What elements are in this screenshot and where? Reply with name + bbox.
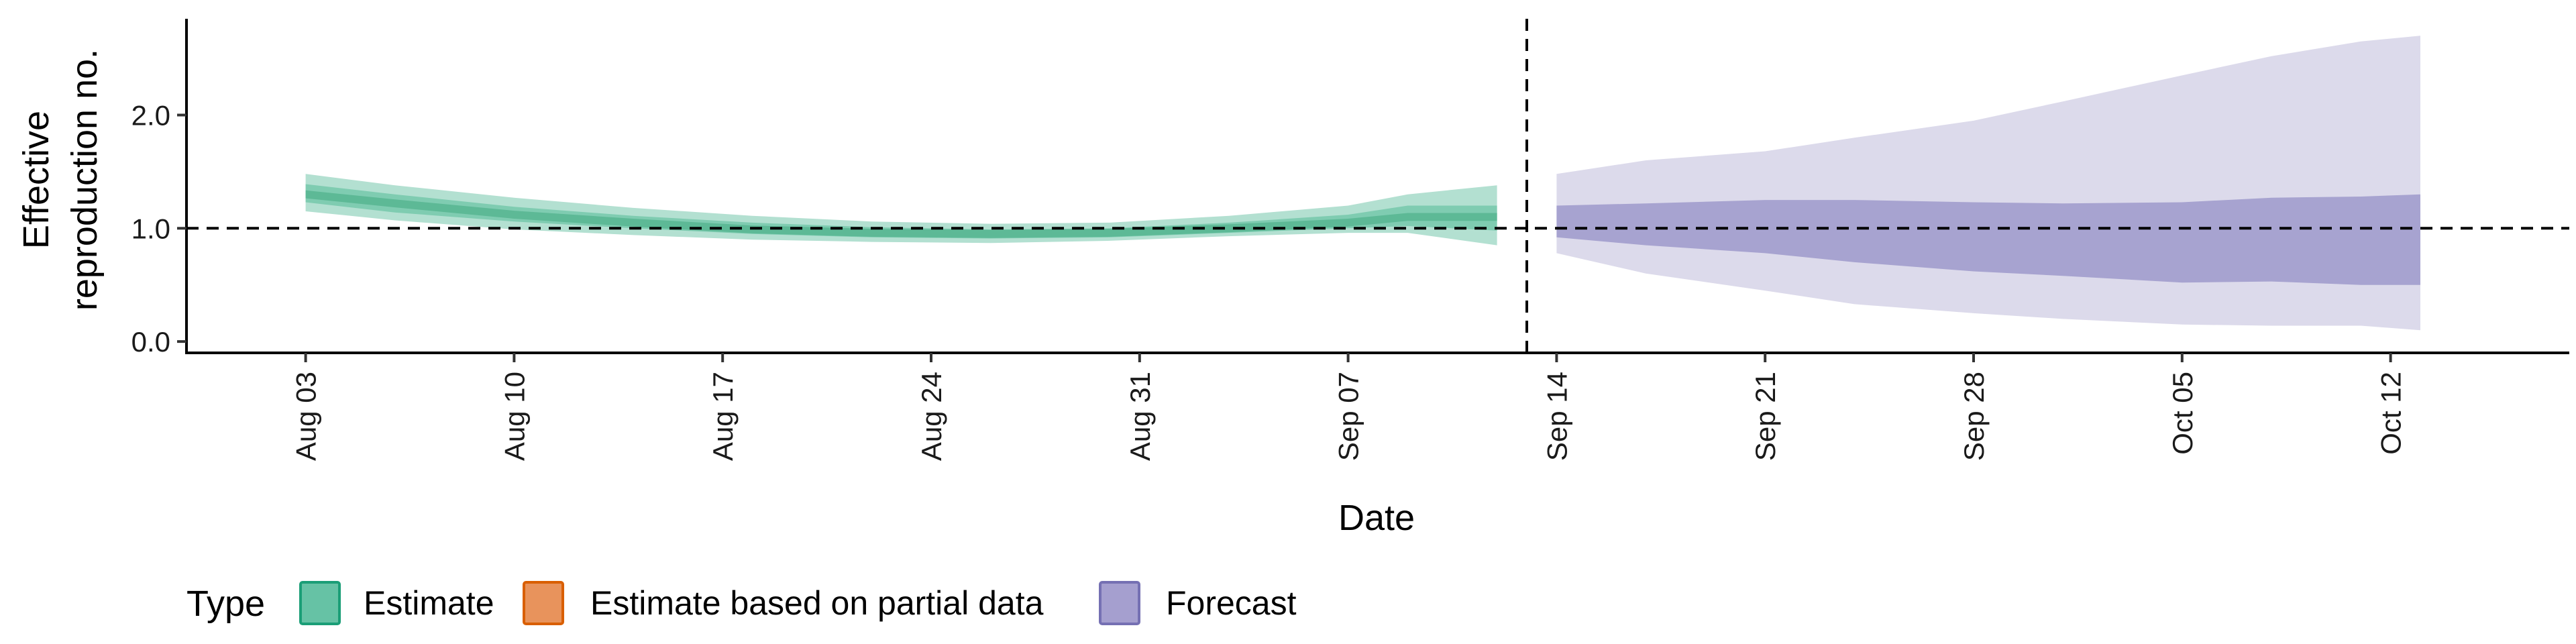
reference-lines — [186, 19, 2569, 353]
y-axis-title-line-1: Effective — [16, 111, 56, 249]
x-tick-label: Oct 05 — [2167, 372, 2198, 455]
x-tick-label: Sep 07 — [1333, 372, 1364, 461]
uncertainty-bands — [305, 36, 2420, 331]
x-axis-title: Date — [1338, 498, 1415, 538]
x-axis-ticks: Aug 03 Aug 10 Aug 17 Aug 24 Aug 31 Sep 07 Sep … — [290, 353, 2407, 461]
x-tick-label: Oct 12 — [2375, 372, 2407, 455]
legend-label-forecast: Forecast — [1166, 584, 1297, 622]
legend-label-partial: Estimate based on partial data — [590, 584, 1044, 622]
forecast-band-90 — [1556, 36, 2420, 331]
legend-title: Type — [186, 584, 265, 624]
x-tick-label: Sep 14 — [1541, 372, 1572, 461]
x-tick-label: Sep 21 — [1750, 372, 1781, 461]
y-axis-ticks: 0.0 1.0 2.0 — [131, 99, 186, 358]
estimate-band-50 — [305, 184, 1497, 239]
y-tick-label: 2.0 — [131, 99, 170, 131]
estimate-median-band — [305, 190, 1497, 238]
legend-key-estimate — [299, 581, 341, 625]
axes — [185, 19, 2569, 354]
legend-key-forecast — [1099, 581, 1140, 625]
forecast-band-50 — [1556, 194, 2420, 285]
x-tick-label: Aug 24 — [916, 372, 947, 461]
y-axis-title-line-2: reproduction no. — [64, 49, 105, 311]
y-tick-label: 1.0 — [131, 213, 170, 244]
x-tick-label: Sep 28 — [1958, 372, 1990, 461]
y-tick-label: 0.0 — [131, 326, 170, 358]
legend-label-estimate: Estimate — [364, 584, 494, 622]
x-tick-label: Aug 03 — [290, 372, 322, 461]
x-tick-label: Aug 31 — [1124, 372, 1156, 461]
x-tick-label: Aug 10 — [498, 372, 530, 461]
legend: Type Estimate Estimate based on partial … — [186, 581, 1297, 625]
legend-key-partial — [523, 581, 564, 625]
x-tick-label: Aug 17 — [707, 372, 739, 461]
